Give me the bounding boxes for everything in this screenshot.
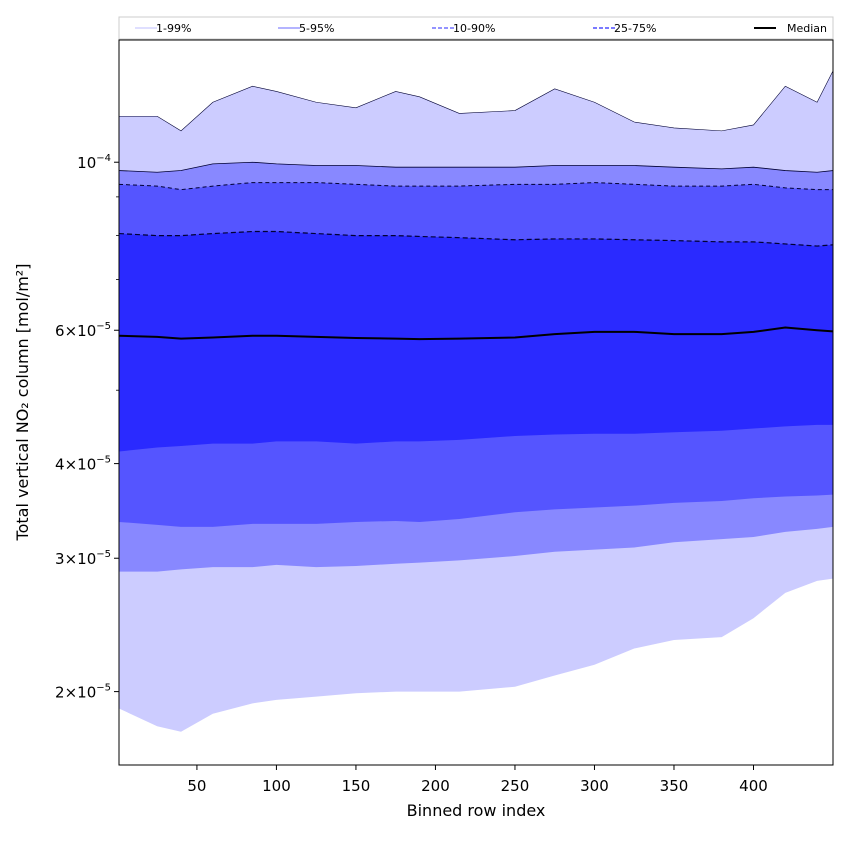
legend-label: 25-75% [614, 22, 656, 35]
y-tick-label: 10−4 [77, 153, 111, 172]
x-tick-label: 100 [262, 777, 291, 795]
legend-label: 10-90% [453, 22, 495, 35]
percentile-bands [119, 70, 833, 732]
y-tick-label: 6×10−5 [55, 321, 111, 340]
x-tick-label: 400 [739, 777, 768, 795]
band-25-75 [119, 231, 833, 452]
legend-label: Median [787, 22, 827, 35]
legend-label: 1-99% [156, 22, 191, 35]
y-axis-label: Total vertical NO₂ column [mol/m²] [13, 264, 32, 542]
x-tick-label: 200 [421, 777, 450, 795]
median-line-group [118, 326, 834, 341]
percentile-band-edges [118, 70, 834, 247]
legend: 1-99% 5-95% 10-90% 25-75% Median [118, 16, 834, 40]
x-tick-label: 150 [342, 777, 371, 795]
y-tick-label: 3×10−5 [55, 549, 111, 568]
x-axis-ticks: 50 100 150 200 250 300 350 400 [187, 765, 768, 795]
x-tick-label: 300 [580, 777, 609, 795]
x-tick-label: 50 [187, 777, 206, 795]
band-upper-edge-5-95 [118, 161, 834, 173]
median-line [118, 326, 834, 341]
x-tick-label: 250 [501, 777, 530, 795]
y-tick-label: 2×10−5 [55, 683, 111, 702]
x-axis-label: Binned row index [407, 801, 546, 820]
legend-label: 5-95% [299, 22, 334, 35]
x-tick-label: 350 [660, 777, 689, 795]
legend-frame [118, 16, 834, 40]
plot-frame [118, 39, 834, 766]
band-upper-edge-1-99 [119, 70, 834, 132]
band-upper-edge-10-90 [118, 182, 833, 191]
y-axis-ticks: 2×10−5 3×10−5 4×10−5 6×10−5 10−4 [55, 153, 119, 702]
y-tick-label: 4×10−5 [55, 455, 111, 474]
band-upper-edge-25-75 [118, 230, 834, 247]
